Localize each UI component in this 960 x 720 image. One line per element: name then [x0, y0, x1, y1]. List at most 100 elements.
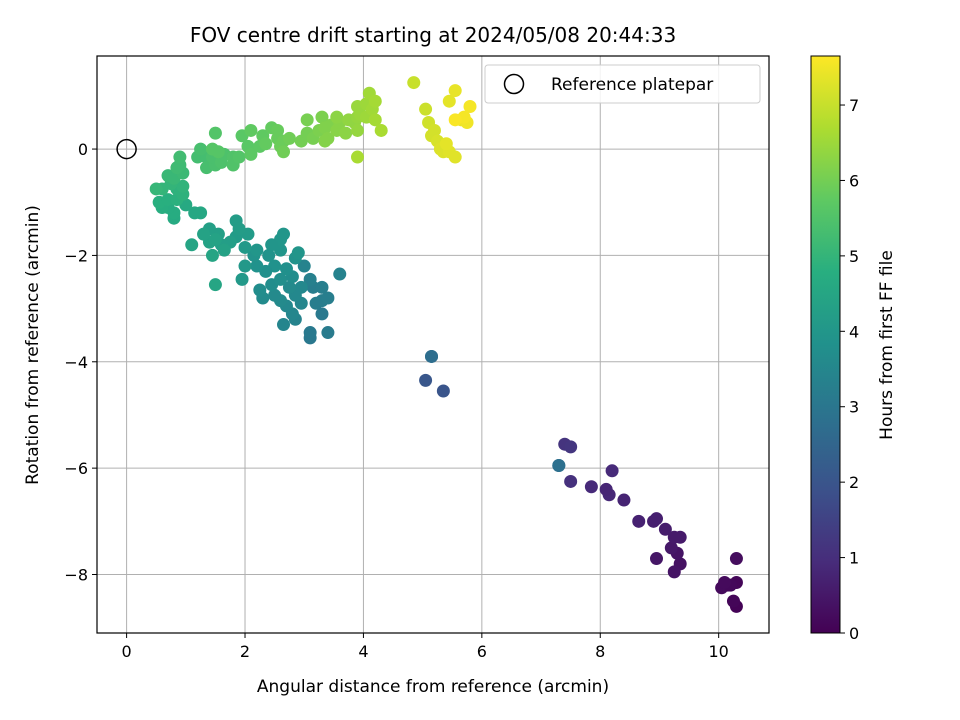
data-point: [552, 458, 566, 472]
data-point: [351, 123, 365, 137]
data-point: [208, 232, 222, 246]
data-point: [265, 238, 279, 252]
x-axis-ticks: 0 2 4 6 8 10: [122, 633, 729, 661]
data-point: [351, 150, 365, 164]
data-point: [161, 193, 175, 207]
data-point: [194, 142, 208, 156]
data-point: [617, 493, 631, 507]
y-tick-label: −4: [64, 353, 88, 372]
data-points: [149, 76, 743, 613]
data-point: [185, 238, 199, 252]
data-point: [232, 222, 246, 236]
data-point: [330, 110, 344, 124]
data-point: [244, 123, 258, 137]
x-tick-label: 4: [358, 642, 368, 661]
data-point: [259, 137, 273, 151]
data-point: [436, 384, 450, 398]
data-point: [318, 134, 332, 148]
data-point: [321, 291, 335, 305]
data-point: [244, 147, 258, 161]
colorbar-tick-label: 1: [849, 549, 859, 568]
plot-frame: [96, 55, 770, 634]
data-point: [277, 145, 291, 159]
data-point: [303, 272, 317, 286]
y-tick-label: −6: [64, 459, 88, 478]
y-tick-label: 0: [78, 140, 88, 159]
data-point: [632, 514, 646, 528]
data-point: [315, 307, 329, 321]
colorbar-gradient: [810, 55, 841, 634]
data-point: [726, 594, 740, 608]
data-point: [448, 150, 462, 164]
data-point: [650, 512, 664, 526]
data-point: [315, 280, 329, 294]
y-tick-label: −8: [64, 566, 88, 585]
data-point: [176, 179, 190, 193]
data-point: [277, 318, 291, 332]
data-point: [217, 243, 231, 257]
data-point: [407, 76, 421, 90]
data-point: [274, 272, 288, 286]
data-point: [419, 373, 433, 387]
data-point: [425, 349, 439, 363]
colorbar-tick-label: 6: [849, 171, 859, 190]
data-point: [667, 565, 681, 579]
data-point: [658, 522, 672, 536]
data-point: [205, 248, 219, 262]
legend-marker: [503, 73, 525, 95]
data-point: [253, 283, 267, 297]
data-point: [149, 182, 163, 196]
legend: Reference platepar: [484, 64, 761, 104]
data-point: [463, 100, 477, 114]
data-point: [205, 142, 219, 156]
data-point: [235, 272, 249, 286]
y-axis-ticks: 0 −2 −4 −6 −8: [64, 140, 97, 585]
data-point: [238, 240, 252, 254]
data-point: [277, 227, 291, 241]
x-tick-label: 10: [708, 642, 728, 661]
data-point: [291, 246, 305, 260]
data-point: [564, 474, 578, 488]
reference-marker: [116, 138, 137, 160]
data-point: [448, 84, 462, 98]
data-point: [294, 280, 308, 294]
chart-title: FOV centre drift starting at 2024/05/08 …: [190, 23, 676, 47]
data-point: [268, 288, 282, 302]
data-point: [442, 94, 456, 108]
data-point: [282, 131, 296, 145]
colorbar-tick-label: 3: [849, 398, 859, 417]
data-point: [321, 326, 335, 340]
x-tick-label: 2: [240, 642, 250, 661]
x-tick-label: 8: [595, 642, 605, 661]
data-point: [368, 113, 382, 127]
data-point: [232, 150, 246, 164]
data-point: [729, 552, 743, 566]
data-point: [374, 123, 388, 137]
data-point: [667, 530, 681, 544]
y-axis-label: Rotation from reference (arcmin): [23, 205, 43, 485]
reference-platepar-marker: [116, 138, 137, 160]
x-tick-label: 6: [477, 642, 487, 661]
data-point: [188, 206, 202, 220]
data-point: [439, 137, 453, 151]
data-point: [427, 123, 441, 137]
data-point: [262, 248, 276, 262]
y-tick-label: −2: [64, 246, 88, 265]
data-point: [564, 440, 578, 454]
data-point: [208, 126, 222, 140]
legend-entry-reference: Reference platepar: [551, 75, 713, 95]
data-point: [419, 102, 433, 116]
data-point: [368, 94, 382, 108]
data-point: [282, 280, 296, 294]
colorbar-ticks: 0 1 2 3 4 5 6 7: [840, 96, 859, 643]
data-point: [303, 326, 317, 340]
data-point: [584, 480, 598, 494]
data-point: [238, 259, 252, 273]
data-point: [599, 482, 613, 496]
data-point: [718, 575, 732, 589]
colorbar-tick-label: 7: [849, 96, 859, 115]
data-point: [300, 113, 314, 127]
data-point: [605, 464, 619, 478]
data-point: [173, 150, 187, 164]
